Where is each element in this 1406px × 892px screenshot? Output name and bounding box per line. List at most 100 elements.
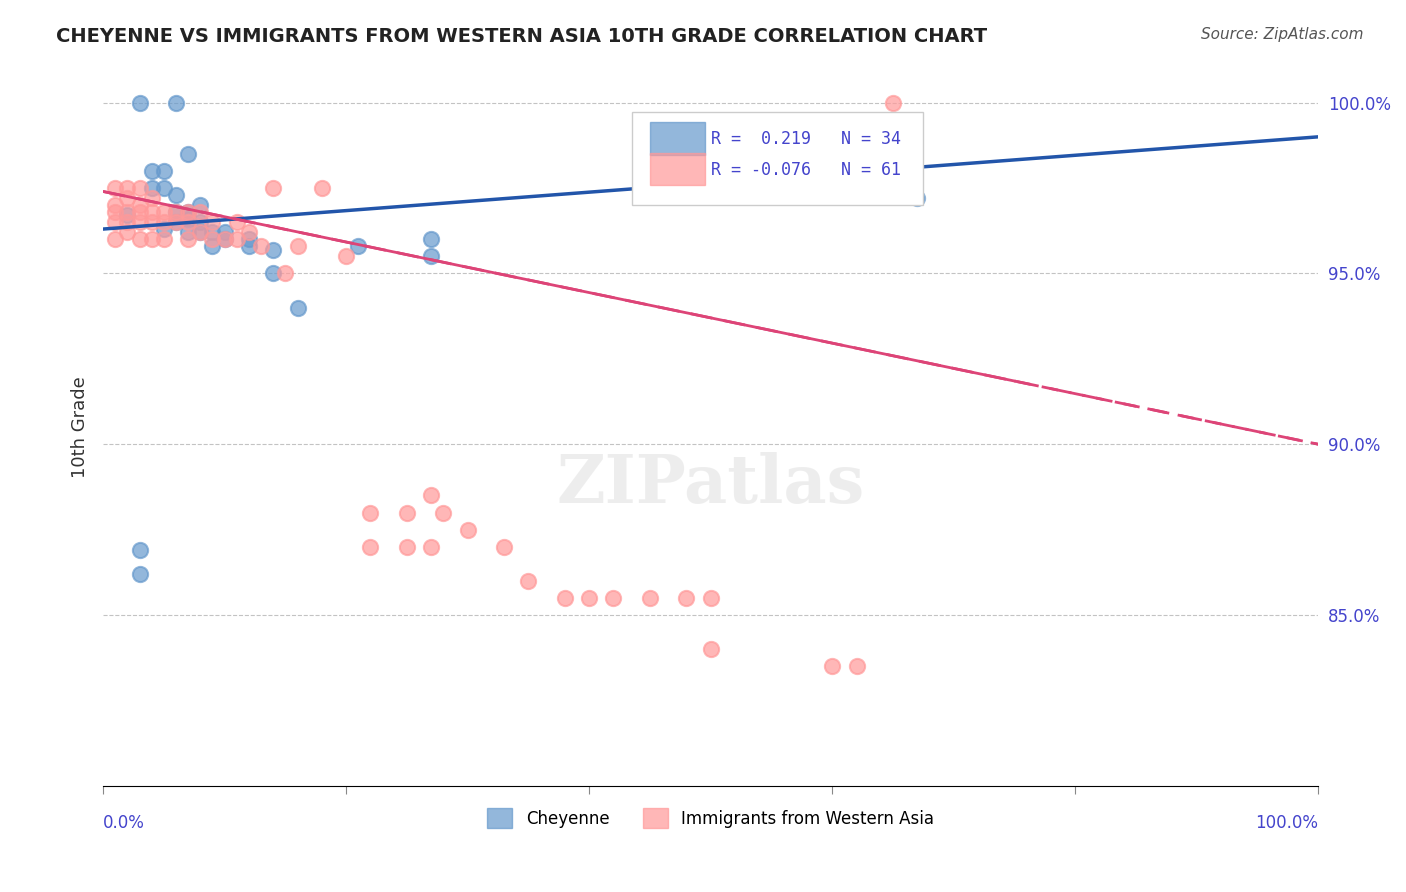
Point: [335, 249, 357, 263]
Point: [188, 226, 211, 240]
Point: [153, 222, 176, 236]
Point: [104, 198, 127, 212]
Point: [177, 211, 200, 226]
Point: [578, 591, 600, 605]
Point: [882, 95, 904, 110]
Point: [117, 226, 139, 240]
Point: [395, 540, 418, 554]
Text: 0.0%: 0.0%: [103, 814, 145, 832]
Point: [128, 567, 150, 582]
Point: [262, 243, 284, 257]
Point: [845, 659, 868, 673]
Point: [141, 232, 163, 246]
Point: [153, 232, 176, 246]
Point: [311, 181, 333, 195]
Point: [821, 181, 844, 195]
Point: [104, 205, 127, 219]
Point: [517, 574, 540, 588]
Point: [420, 232, 443, 246]
Point: [177, 205, 200, 219]
Point: [225, 215, 247, 229]
Point: [201, 232, 224, 246]
Text: R =  0.219   N = 34: R = 0.219 N = 34: [710, 130, 901, 148]
FancyBboxPatch shape: [650, 122, 704, 154]
Point: [699, 591, 721, 605]
Point: [359, 540, 381, 554]
Legend: Cheyenne, Immigrants from Western Asia: Cheyenne, Immigrants from Western Asia: [481, 801, 941, 835]
Point: [699, 642, 721, 657]
Point: [141, 164, 163, 178]
Point: [128, 205, 150, 219]
Point: [104, 215, 127, 229]
Point: [420, 540, 443, 554]
Y-axis label: 10th Grade: 10th Grade: [72, 376, 89, 478]
Point: [188, 226, 211, 240]
Point: [201, 215, 224, 229]
Point: [238, 226, 260, 240]
Point: [128, 543, 150, 558]
Point: [214, 232, 236, 246]
Point: [395, 506, 418, 520]
Point: [359, 506, 381, 520]
Point: [165, 215, 187, 229]
Point: [177, 215, 200, 229]
Point: [201, 226, 224, 240]
Point: [188, 215, 211, 229]
Point: [262, 267, 284, 281]
Point: [177, 232, 200, 246]
Point: [117, 181, 139, 195]
Text: R = -0.076   N = 61: R = -0.076 N = 61: [710, 161, 901, 178]
Point: [141, 215, 163, 229]
Point: [104, 181, 127, 195]
Point: [165, 187, 187, 202]
FancyBboxPatch shape: [631, 112, 924, 205]
Point: [494, 540, 516, 554]
Point: [638, 591, 661, 605]
Point: [117, 205, 139, 219]
Point: [262, 181, 284, 195]
Point: [153, 181, 176, 195]
Point: [177, 226, 200, 240]
Point: [214, 232, 236, 246]
Point: [225, 232, 247, 246]
Point: [177, 147, 200, 161]
Point: [165, 205, 187, 219]
Point: [432, 506, 454, 520]
Point: [104, 232, 127, 246]
Point: [238, 232, 260, 246]
Point: [165, 215, 187, 229]
Point: [821, 659, 844, 673]
Point: [250, 239, 273, 253]
Point: [165, 95, 187, 110]
Point: [420, 249, 443, 263]
Text: CHEYENNE VS IMMIGRANTS FROM WESTERN ASIA 10TH GRADE CORRELATION CHART: CHEYENNE VS IMMIGRANTS FROM WESTERN ASIA…: [56, 27, 987, 45]
Point: [165, 205, 187, 219]
Point: [188, 205, 211, 219]
Point: [117, 208, 139, 222]
Point: [153, 205, 176, 219]
Point: [554, 591, 576, 605]
Point: [287, 301, 309, 315]
Point: [238, 239, 260, 253]
Point: [675, 591, 697, 605]
Point: [128, 232, 150, 246]
Point: [141, 181, 163, 195]
Point: [128, 215, 150, 229]
Point: [420, 488, 443, 502]
Point: [117, 215, 139, 229]
Point: [905, 191, 928, 205]
Point: [153, 215, 176, 229]
Point: [128, 95, 150, 110]
Text: 100.0%: 100.0%: [1256, 814, 1319, 832]
Point: [153, 164, 176, 178]
Point: [141, 191, 163, 205]
Text: Source: ZipAtlas.com: Source: ZipAtlas.com: [1201, 27, 1364, 42]
Point: [602, 591, 624, 605]
Point: [201, 239, 224, 253]
Point: [274, 267, 297, 281]
Point: [347, 239, 370, 253]
Point: [128, 181, 150, 195]
Point: [117, 191, 139, 205]
Point: [177, 205, 200, 219]
Point: [128, 198, 150, 212]
